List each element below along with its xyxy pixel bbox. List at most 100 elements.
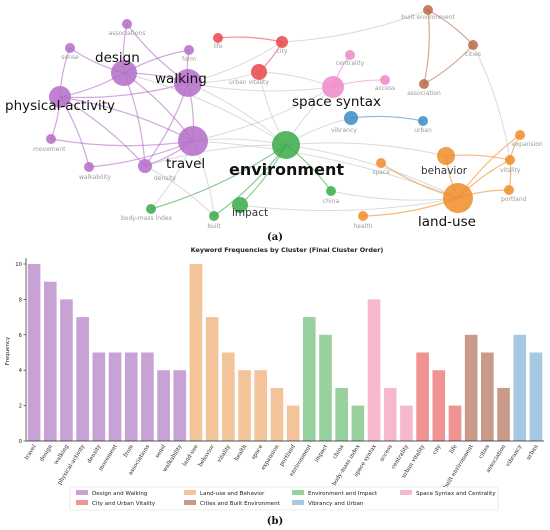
- node-vitality: vitality: [500, 155, 521, 174]
- x-tick-label: travel: [24, 444, 38, 461]
- legend-label: Vibrancy and Urban: [308, 501, 364, 507]
- x-tick-label: city: [432, 443, 443, 456]
- x-tick-label: vibrancy: [505, 443, 524, 468]
- node-circle: [504, 185, 514, 195]
- node-label: movement: [33, 146, 66, 153]
- node-label: cities: [465, 51, 481, 58]
- node-circle: [423, 5, 433, 15]
- legend-item-cities-and-built-environment: Cities and Built Environment: [184, 500, 281, 507]
- edge-built-environment-city: [281, 9, 429, 43]
- node-label: body-mass index: [121, 215, 172, 222]
- node-walking: walking: [155, 69, 207, 97]
- edge-behavior-vitality: [445, 154, 511, 161]
- node-walkability: walkability: [79, 162, 111, 181]
- bar-access: [383, 387, 397, 441]
- x-tick-label: cities: [478, 444, 491, 460]
- node-body-mass-index: body-mass index: [121, 204, 172, 222]
- node-circle: [358, 211, 368, 221]
- bar-impact: [319, 334, 332, 441]
- legend-swatch: [184, 500, 196, 505]
- x-tick-label: china: [332, 443, 346, 460]
- edge-urban-vitality-space-syntax: [258, 71, 334, 88]
- edge-space-syntax-walking: [187, 82, 334, 92]
- node-label: china: [323, 198, 340, 205]
- edge-environment-body-mass-index: [150, 144, 287, 210]
- node-vibrancy: vibrancy: [331, 111, 358, 134]
- node-circle: [46, 134, 56, 144]
- legend-item-vibrancy-and-urban: Vibrancy and Urban: [292, 500, 364, 507]
- node-portland: portland: [501, 185, 526, 203]
- node-china: china: [323, 186, 340, 205]
- x-tick-label: sensl: [155, 444, 168, 460]
- legend-box: [69, 486, 499, 511]
- x-tick-label: impact: [314, 443, 330, 463]
- edge-built-environment-association: [423, 9, 430, 85]
- bar-movement: [108, 352, 122, 441]
- node-space-syntax: space syntax: [292, 76, 381, 110]
- node-physical-activity: physical-activity: [5, 86, 115, 114]
- edge-environment-land-use: [285, 144, 459, 199]
- legend-label: Environment and Impact: [308, 491, 378, 497]
- node-label: health: [354, 223, 373, 230]
- node-label: vitality: [500, 167, 521, 174]
- node-label: urban vitality: [229, 79, 269, 86]
- node-movement: movement: [33, 134, 66, 153]
- x-tick-label: health: [234, 444, 249, 463]
- node-circle: [146, 204, 156, 214]
- bar-life: [448, 405, 462, 441]
- node-label: association: [407, 90, 441, 97]
- edge-life-city: [217, 36, 283, 43]
- node-circle: [345, 50, 355, 60]
- edge-density-environment: [144, 144, 287, 167]
- node-design: design: [95, 50, 140, 86]
- node-label: design: [95, 50, 140, 66]
- node-cities: cities: [465, 40, 481, 58]
- bar-behavior: [205, 317, 219, 441]
- bars: [27, 264, 543, 441]
- bar-density: [92, 352, 106, 441]
- node-associations: associations: [109, 19, 146, 37]
- legend-label: Space Syntax and Centrality: [416, 491, 496, 497]
- node-circle: [122, 19, 132, 29]
- node-label: impact: [232, 207, 268, 219]
- x-tick-label: density: [87, 443, 103, 464]
- node-land-use: land-use: [418, 183, 476, 230]
- legend-item-design-and-walking: Design and Walking: [76, 490, 148, 497]
- legend-item-land-use-and-behavior: Land-use and Behavior: [184, 490, 265, 497]
- node-circle: [213, 33, 223, 43]
- node-label: form: [182, 56, 196, 63]
- node-label: expansion: [512, 141, 543, 148]
- node-label: access: [375, 85, 395, 92]
- bar-design: [43, 281, 57, 441]
- edge-travel-movement: [50, 138, 194, 147]
- bar-city: [432, 370, 446, 441]
- node-form: form: [182, 45, 196, 63]
- node-health: health: [354, 211, 373, 230]
- node-label: walking: [155, 71, 207, 87]
- node-label: physical-activity: [5, 98, 115, 114]
- node-circle: [437, 147, 455, 165]
- network-nodes: associations sense form design walking physic…: [5, 5, 543, 230]
- node-label: sense: [61, 54, 79, 61]
- node-circle: [49, 86, 71, 108]
- legend-label: Cities and Built Environment: [200, 501, 281, 507]
- bar-urban-vitality: [416, 352, 429, 441]
- edge-environment-behavior: [285, 142, 447, 157]
- x-tick-label: access: [379, 444, 394, 463]
- node-circle: [326, 186, 336, 196]
- node-centrality: centrality: [336, 50, 365, 67]
- node-circle: [184, 45, 194, 55]
- bar-sensl: [157, 370, 170, 441]
- legend-item-environment-and-impact: Environment and Impact: [292, 490, 378, 497]
- bar-land-use: [189, 264, 203, 441]
- node-circle: [138, 159, 152, 173]
- y-tick-label: 4: [19, 368, 23, 374]
- node-label: urban: [414, 127, 432, 134]
- node-label: density: [154, 175, 176, 182]
- legend-label: Design and Walking: [92, 491, 148, 497]
- node-circle: [505, 155, 515, 165]
- node-label: associations: [109, 30, 146, 37]
- node-life: life: [213, 33, 223, 50]
- keyword-network: associations sense form design walking physic…: [5, 5, 543, 230]
